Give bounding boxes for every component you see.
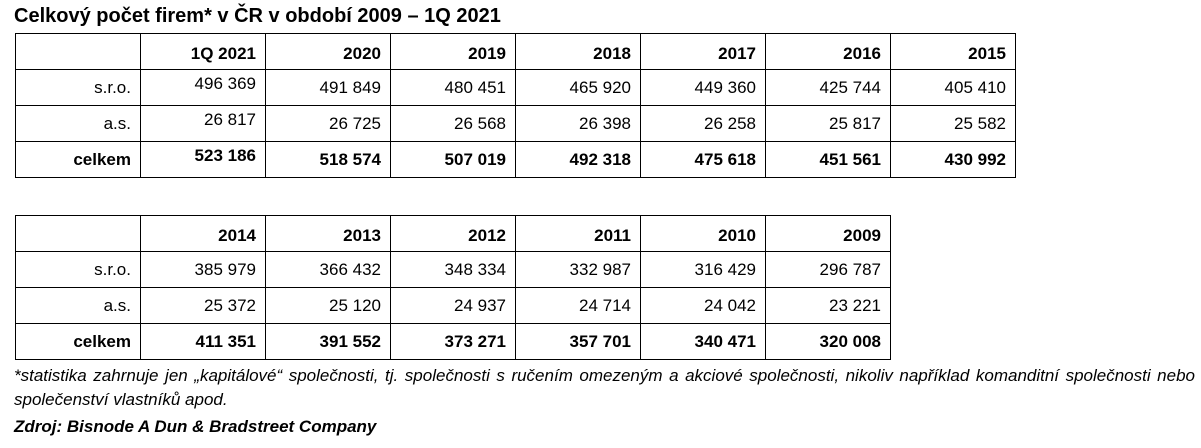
column-header: 2010 bbox=[640, 215, 766, 252]
table-cell: 411 351 bbox=[140, 323, 266, 360]
table-cell: 491 849 bbox=[265, 69, 391, 106]
table-row-sro: s.r.o. 385 979 366 432 348 334 332 987 3… bbox=[15, 251, 891, 288]
table-cell: 332 987 bbox=[515, 251, 641, 288]
table-row-as: a.s. 25 372 25 120 24 937 24 714 24 042 … bbox=[15, 287, 891, 324]
column-header: 2018 bbox=[515, 33, 641, 70]
table-row-total: celkem 523 186 518 574 507 019 492 318 4… bbox=[15, 141, 1016, 178]
table-cell: 492 318 bbox=[515, 141, 641, 178]
column-header: 2017 bbox=[640, 33, 766, 70]
row-label: s.r.o. bbox=[15, 69, 141, 106]
column-header: 2020 bbox=[265, 33, 391, 70]
table-cell: 373 271 bbox=[390, 323, 516, 360]
column-header: 2013 bbox=[265, 215, 391, 252]
table-cell: 391 552 bbox=[265, 323, 391, 360]
table-cell: 385 979 bbox=[140, 251, 266, 288]
table-cell: 480 451 bbox=[390, 69, 516, 106]
table-cell: 25 120 bbox=[265, 287, 391, 324]
table-cell: 25 582 bbox=[890, 105, 1016, 142]
footnote: *statistika zahrnuje jen „kapitálové“ sp… bbox=[14, 366, 1195, 409]
table-cell: 340 471 bbox=[640, 323, 766, 360]
table-cell: 366 432 bbox=[265, 251, 391, 288]
table-cell: 24 714 bbox=[515, 287, 641, 324]
source-note: Zdroj: Bisnode A Dun & Bradstreet Compan… bbox=[14, 417, 377, 436]
table-cell: 296 787 bbox=[765, 251, 891, 288]
table-cell: 465 920 bbox=[515, 69, 641, 106]
table-header-row: 1Q 2021 2020 2019 2018 2017 2016 2015 bbox=[15, 33, 1016, 70]
row-label: s.r.o. bbox=[15, 251, 141, 288]
column-header: 2014 bbox=[140, 215, 266, 252]
company-count-table-2015-2021: 1Q 2021 2020 2019 2018 2017 2016 2015 s.… bbox=[15, 33, 1016, 178]
page-title: Celkový počet firem* v ČR v období 2009 … bbox=[14, 5, 501, 27]
table-cell: 518 574 bbox=[265, 141, 391, 178]
table-cell: 320 008 bbox=[765, 323, 891, 360]
table-cell: 430 992 bbox=[890, 141, 1016, 178]
table-cell: 25 372 bbox=[140, 287, 266, 324]
table-cell: 475 618 bbox=[640, 141, 766, 178]
table-header-row: 2014 2013 2012 2011 2010 2009 bbox=[15, 215, 891, 252]
table-cell: 523 186 bbox=[140, 141, 266, 178]
row-label: celkem bbox=[15, 323, 141, 360]
column-header: 2019 bbox=[390, 33, 516, 70]
table-cell: 26 817 bbox=[140, 105, 266, 142]
table-cell: 507 019 bbox=[390, 141, 516, 178]
table-row-sro: s.r.o. 496 369 491 849 480 451 465 920 4… bbox=[15, 69, 1016, 106]
table-cell: 496 369 bbox=[140, 69, 266, 106]
table-cell: 425 744 bbox=[765, 69, 891, 106]
column-header: 2009 bbox=[765, 215, 891, 252]
column-header: 2015 bbox=[890, 33, 1016, 70]
table-cell: 24 042 bbox=[640, 287, 766, 324]
table-cell: 348 334 bbox=[390, 251, 516, 288]
company-count-table-2009-2014: 2014 2013 2012 2011 2010 2009 s.r.o. 385… bbox=[15, 215, 891, 360]
table-cell: 357 701 bbox=[515, 323, 641, 360]
table-cell: 26 258 bbox=[640, 105, 766, 142]
table-row-total: celkem 411 351 391 552 373 271 357 701 3… bbox=[15, 323, 891, 360]
column-header: 2011 bbox=[515, 215, 641, 252]
table-cell: 26 725 bbox=[265, 105, 391, 142]
row-label: a.s. bbox=[15, 287, 141, 324]
table-cell: 405 410 bbox=[890, 69, 1016, 106]
table-cell: 23 221 bbox=[765, 287, 891, 324]
table-corner-cell bbox=[15, 33, 141, 70]
row-label: celkem bbox=[15, 141, 141, 178]
table-cell: 26 568 bbox=[390, 105, 516, 142]
table-corner-cell bbox=[15, 215, 141, 252]
column-header: 2016 bbox=[765, 33, 891, 70]
table-cell: 449 360 bbox=[640, 69, 766, 106]
table-cell: 451 561 bbox=[765, 141, 891, 178]
column-header: 1Q 2021 bbox=[140, 33, 266, 70]
table-row-as: a.s. 26 817 26 725 26 568 26 398 26 258 … bbox=[15, 105, 1016, 142]
table-cell: 26 398 bbox=[515, 105, 641, 142]
table-cell: 316 429 bbox=[640, 251, 766, 288]
row-label: a.s. bbox=[15, 105, 141, 142]
column-header: 2012 bbox=[390, 215, 516, 252]
table-cell: 24 937 bbox=[390, 287, 516, 324]
table-cell: 25 817 bbox=[765, 105, 891, 142]
